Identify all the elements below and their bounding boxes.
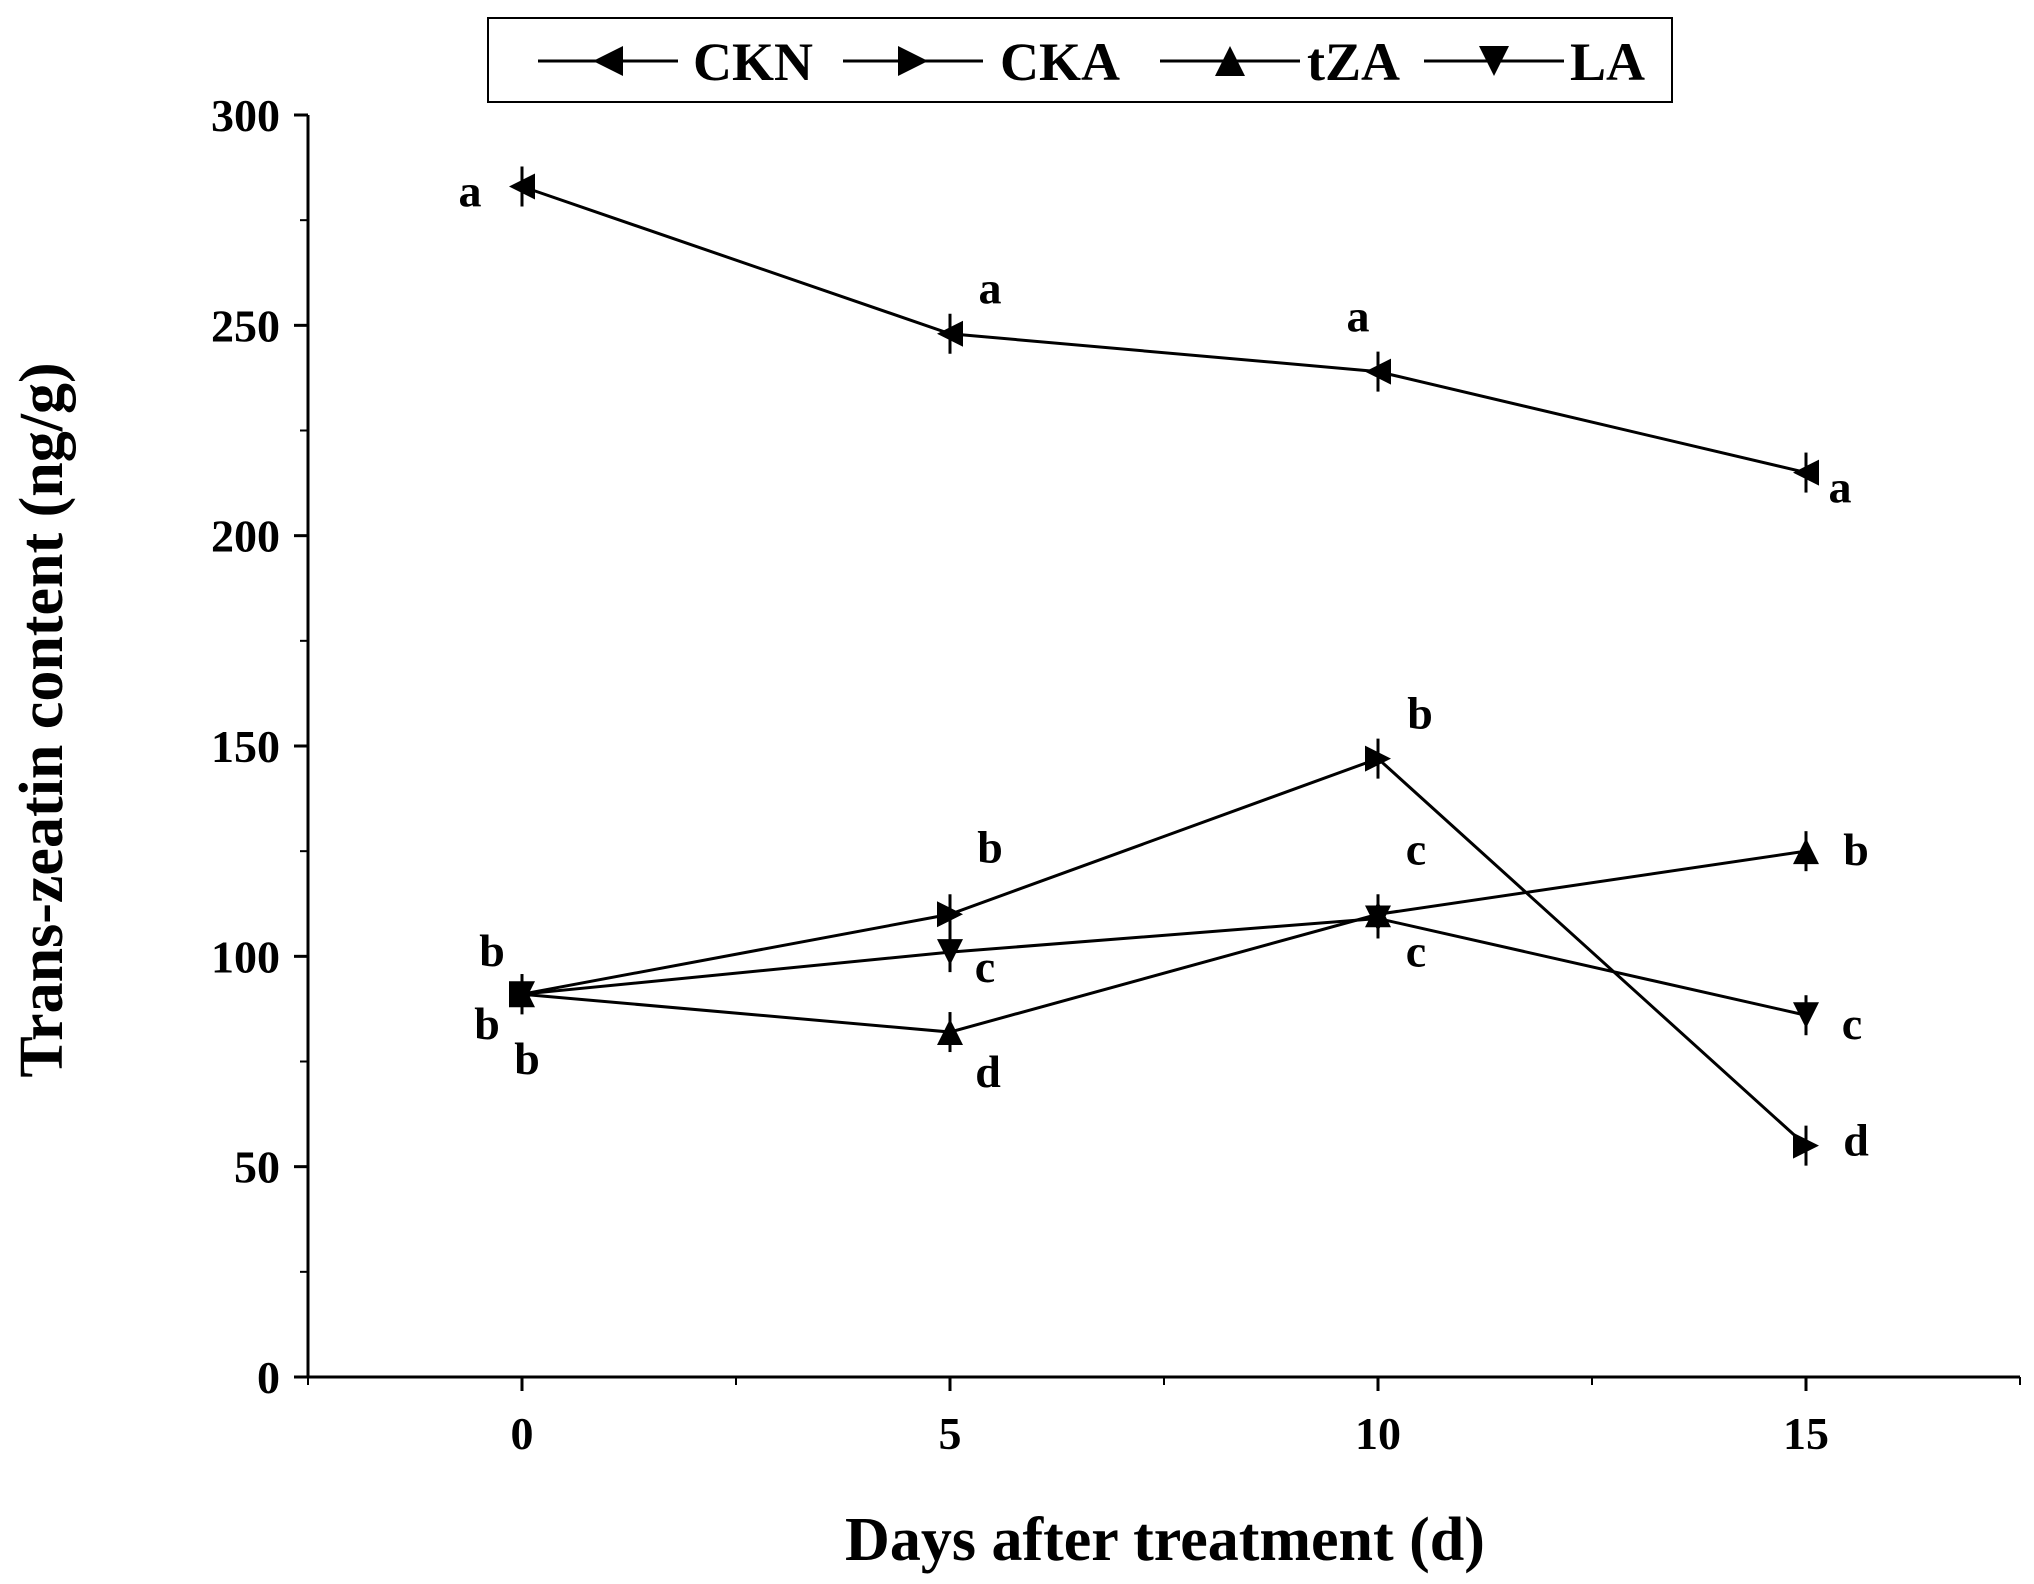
- legend: CKN CKA tZA LA: [487, 17, 1673, 103]
- series-cka: [509, 738, 1819, 1166]
- significance-letter: b: [977, 821, 1003, 872]
- significance-letter: a: [1347, 291, 1370, 342]
- series-line-tza: [521, 849, 1807, 1034]
- significance-letter: b: [1407, 688, 1433, 739]
- series-line-cka: [521, 756, 1808, 1147]
- data-point-la: [1793, 1002, 1819, 1029]
- legend-marker: [593, 46, 623, 76]
- legend-item-tza: tZA: [1160, 32, 1400, 92]
- significance-letter: a: [979, 263, 1002, 314]
- y-tick-label: 300: [211, 90, 280, 141]
- legend-label: CKA: [1000, 32, 1120, 92]
- significance-letter: c: [1842, 998, 1862, 1049]
- legend-marker: [1479, 46, 1509, 76]
- y-tick-label: 250: [211, 300, 280, 351]
- data-point-cka: [1793, 1132, 1819, 1159]
- y-tick-label: 100: [211, 931, 280, 982]
- data-point-la: [509, 981, 535, 1008]
- y-tick-label: 50: [234, 1142, 280, 1193]
- y-axis-title: Trans-zeatin content (ng/g): [8, 362, 76, 1077]
- significance-letter: c: [975, 941, 995, 992]
- significance-letter: b: [474, 998, 500, 1049]
- x-tick-label: 10: [1355, 1408, 1401, 1459]
- significance-letter: a: [1829, 462, 1852, 513]
- significance-letter: b: [1843, 824, 1869, 875]
- significance-letter: d: [975, 1046, 1001, 1097]
- legend-item-cka: CKA: [843, 32, 1120, 92]
- axes: 0 50 100 150 200 250 300 0 5 10 15: [211, 90, 2021, 1459]
- y-tick-label: 150: [211, 721, 280, 772]
- y-tick-label: 0: [257, 1352, 280, 1403]
- legend-marker: [898, 46, 928, 76]
- data-point-ckn: [937, 320, 963, 347]
- legend-item-la: LA: [1424, 32, 1645, 92]
- legend-label: CKN: [693, 32, 813, 92]
- legend-label: LA: [1570, 32, 1645, 92]
- data-point-cka: [937, 901, 963, 928]
- series-tza: [509, 831, 1819, 1053]
- x-axis-title: Days after treatment (d): [845, 1506, 1485, 1574]
- data-point-ckn: [1793, 459, 1819, 486]
- series-la: [509, 898, 1819, 1036]
- series-line-la: [521, 916, 1807, 1017]
- legend-item-ckn: CKN: [538, 32, 813, 92]
- data-point-ckn: [1365, 358, 1391, 385]
- data-point-tza: [937, 1019, 963, 1046]
- data-point-la: [937, 939, 963, 966]
- data-point-la: [1365, 905, 1391, 932]
- significance-letter: b: [479, 925, 505, 976]
- series-layer: [509, 166, 1819, 1166]
- significance-letter: c: [1406, 823, 1426, 874]
- significance-letter: a: [459, 166, 482, 217]
- significance-letter: c: [1406, 925, 1426, 976]
- significance-letter: b: [514, 1033, 540, 1084]
- x-tick-label: 0: [511, 1408, 534, 1459]
- x-tick-label: 15: [1783, 1408, 1829, 1459]
- series-line-ckn: [521, 185, 1807, 475]
- data-point-tza: [1793, 838, 1819, 865]
- y-tick-label: 200: [211, 511, 280, 562]
- significance-letter: d: [1843, 1115, 1869, 1166]
- legend-label: tZA: [1307, 32, 1400, 92]
- series-ckn: [509, 166, 1819, 493]
- data-point-ckn: [509, 173, 535, 200]
- data-point-cka: [1365, 745, 1391, 772]
- legend-marker: [1215, 46, 1245, 76]
- x-tick-label: 5: [939, 1408, 962, 1459]
